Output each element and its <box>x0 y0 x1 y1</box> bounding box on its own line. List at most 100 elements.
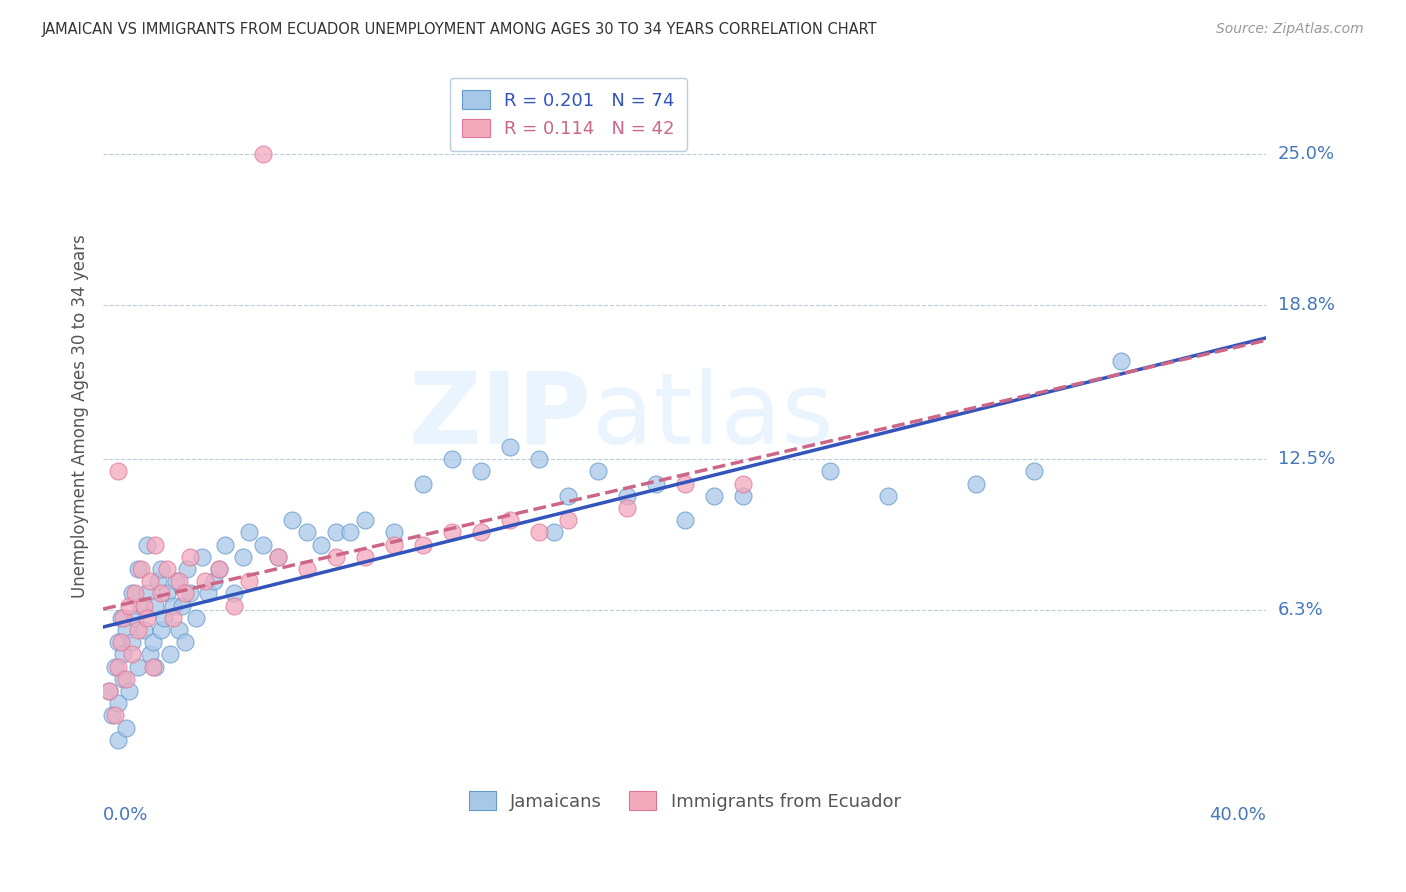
Point <box>543 525 565 540</box>
Point <box>616 489 638 503</box>
Point <box>673 476 696 491</box>
Point <box>731 489 754 503</box>
Point <box>159 648 181 662</box>
Point <box>382 525 405 540</box>
Point <box>877 489 900 503</box>
Point <box>121 635 143 649</box>
Point <box>115 623 138 637</box>
Point <box>150 623 173 637</box>
Text: atlas: atlas <box>592 368 834 465</box>
Point <box>222 599 245 613</box>
Point <box>252 147 274 161</box>
Point <box>499 440 522 454</box>
Point <box>616 500 638 515</box>
Point <box>142 659 165 673</box>
Point <box>325 549 347 564</box>
Point <box>232 549 254 564</box>
Text: Source: ZipAtlas.com: Source: ZipAtlas.com <box>1216 22 1364 37</box>
Point <box>129 562 152 576</box>
Point <box>110 611 132 625</box>
Point <box>121 586 143 600</box>
Point <box>115 721 138 735</box>
Point <box>818 464 841 478</box>
Point <box>97 684 120 698</box>
Point <box>118 599 141 613</box>
Legend: Jamaicans, Immigrants from Ecuador: Jamaicans, Immigrants from Ecuador <box>461 784 908 818</box>
Point <box>238 574 260 589</box>
Point <box>412 476 434 491</box>
Point <box>644 476 666 491</box>
Text: 0.0%: 0.0% <box>103 806 149 824</box>
Text: JAMAICAN VS IMMIGRANTS FROM ECUADOR UNEMPLOYMENT AMONG AGES 30 TO 34 YEARS CORRE: JAMAICAN VS IMMIGRANTS FROM ECUADOR UNEM… <box>42 22 877 37</box>
Point <box>412 537 434 551</box>
Point <box>121 648 143 662</box>
Point <box>112 672 135 686</box>
Point <box>173 635 195 649</box>
Point <box>104 708 127 723</box>
Point <box>586 464 609 478</box>
Point <box>162 599 184 613</box>
Text: 6.3%: 6.3% <box>1278 601 1323 619</box>
Point <box>557 513 579 527</box>
Point <box>104 659 127 673</box>
Point <box>107 635 129 649</box>
Point <box>112 611 135 625</box>
Point <box>167 623 190 637</box>
Point <box>107 696 129 710</box>
Point <box>266 549 288 564</box>
Point <box>124 611 146 625</box>
Point <box>165 574 187 589</box>
Point <box>156 562 179 576</box>
Point <box>266 549 288 564</box>
Point <box>965 476 987 491</box>
Point <box>179 549 201 564</box>
Point <box>148 574 170 589</box>
Point <box>222 586 245 600</box>
Point <box>325 525 347 540</box>
Point <box>112 648 135 662</box>
Point <box>208 562 231 576</box>
Text: 18.8%: 18.8% <box>1278 296 1334 314</box>
Point <box>208 562 231 576</box>
Point <box>703 489 725 503</box>
Point <box>129 599 152 613</box>
Point <box>138 648 160 662</box>
Point <box>135 537 157 551</box>
Y-axis label: Unemployment Among Ages 30 to 34 years: Unemployment Among Ages 30 to 34 years <box>72 235 89 599</box>
Point <box>529 452 551 467</box>
Point <box>145 659 167 673</box>
Point <box>499 513 522 527</box>
Point <box>295 562 318 576</box>
Point <box>150 562 173 576</box>
Point <box>529 525 551 540</box>
Point <box>1022 464 1045 478</box>
Point <box>101 708 124 723</box>
Text: 12.5%: 12.5% <box>1278 450 1334 468</box>
Point <box>107 659 129 673</box>
Point <box>170 599 193 613</box>
Point <box>202 574 225 589</box>
Point <box>441 525 464 540</box>
Point <box>107 464 129 478</box>
Point <box>194 574 217 589</box>
Text: 25.0%: 25.0% <box>1278 145 1334 163</box>
Point <box>142 635 165 649</box>
Point <box>127 623 149 637</box>
Text: 40.0%: 40.0% <box>1209 806 1267 824</box>
Point <box>354 513 377 527</box>
Point <box>132 623 155 637</box>
Point <box>107 732 129 747</box>
Point <box>118 684 141 698</box>
Point <box>179 586 201 600</box>
Point <box>124 586 146 600</box>
Point <box>673 513 696 527</box>
Point <box>135 611 157 625</box>
Point <box>191 549 214 564</box>
Point <box>173 586 195 600</box>
Point <box>470 464 492 478</box>
Point <box>162 611 184 625</box>
Point <box>153 611 176 625</box>
Point <box>354 549 377 564</box>
Point <box>252 537 274 551</box>
Point <box>238 525 260 540</box>
